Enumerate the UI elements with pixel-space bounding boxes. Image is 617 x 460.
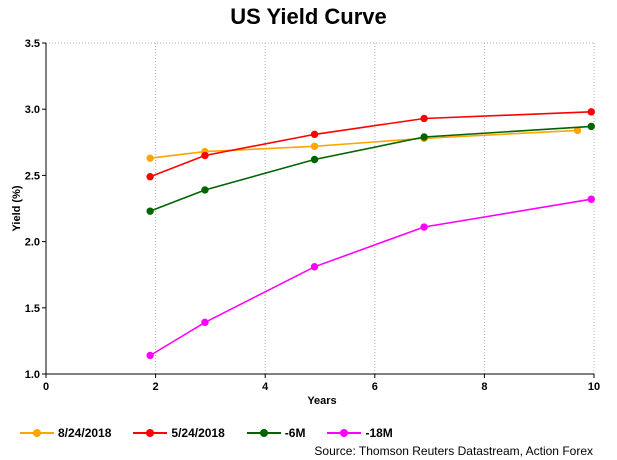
legend-item: -6M	[246, 426, 306, 440]
series-2	[146, 108, 595, 181]
data-point	[201, 151, 209, 160]
y-tick-label: 3.0	[25, 104, 40, 116]
axes: 1.0 1.5 2.0 2.5 3.0 3.5 0 2 4 6 8 10	[25, 38, 600, 393]
data-point	[310, 130, 319, 139]
legend-label: -18M	[365, 426, 393, 440]
data-point	[420, 114, 428, 123]
legend-label: 5/24/2018	[171, 426, 225, 440]
data-point	[420, 223, 428, 231]
series-3	[146, 122, 595, 215]
data-point	[587, 122, 595, 131]
x-tick-label: 6	[372, 381, 378, 393]
data-point	[146, 173, 154, 181]
data-point	[310, 142, 319, 150]
grid-lines	[46, 42, 595, 374]
legend-label: -6M	[284, 426, 306, 440]
data-point	[146, 207, 154, 215]
data-point	[310, 263, 319, 271]
x-tick-label: 0	[43, 381, 49, 393]
data-point	[201, 186, 209, 194]
y-tick-label: 2.5	[25, 170, 40, 182]
y-tick-label: 1.0	[25, 369, 40, 381]
legend-swatch	[246, 427, 281, 439]
series-line	[149, 111, 592, 178]
data-point	[146, 154, 154, 162]
legend-swatch	[327, 427, 362, 439]
y-tick-label: 1.5	[25, 303, 40, 315]
data-point	[201, 318, 209, 327]
x-tick-label: 4	[262, 381, 269, 393]
y-tick-label: 3.5	[25, 38, 40, 50]
legend-item: 5/24/2018	[133, 426, 225, 440]
data-point	[587, 195, 595, 203]
legend-swatch	[133, 427, 168, 439]
source-note: Source: Thomson Reuters Datastream, Acti…	[314, 444, 593, 458]
legend-item: 8/24/2018	[20, 426, 111, 440]
legend-swatch	[20, 427, 54, 439]
data-point	[310, 155, 319, 164]
y-tick-label: 2.0	[25, 237, 40, 249]
yield-curve-chart: 1.0 1.5 2.0 2.5 3.0 3.5 0 2 4 6 8 10 Years Yield (%…	[11, 38, 600, 407]
series-line	[149, 198, 592, 357]
series-1	[146, 126, 582, 162]
legend: 8/24/2018 5/24/2018 -6M -18M	[20, 425, 415, 441]
legend-label: 8/24/2018	[58, 426, 112, 440]
x-axis-title: Years	[307, 395, 336, 407]
series-line	[149, 125, 592, 212]
chart-title: US Yield Curve	[230, 4, 387, 29]
legend-item: -18M	[327, 426, 393, 440]
x-tick-label: 8	[481, 381, 487, 393]
series-4	[146, 195, 595, 360]
y-axis-title: Yield (%)	[11, 185, 23, 231]
x-tick-label: 2	[153, 381, 159, 393]
data-point	[587, 108, 595, 116]
series-layer	[146, 108, 595, 360]
x-tick-label: 10	[588, 381, 600, 393]
data-point	[146, 351, 154, 360]
data-point	[420, 133, 428, 141]
